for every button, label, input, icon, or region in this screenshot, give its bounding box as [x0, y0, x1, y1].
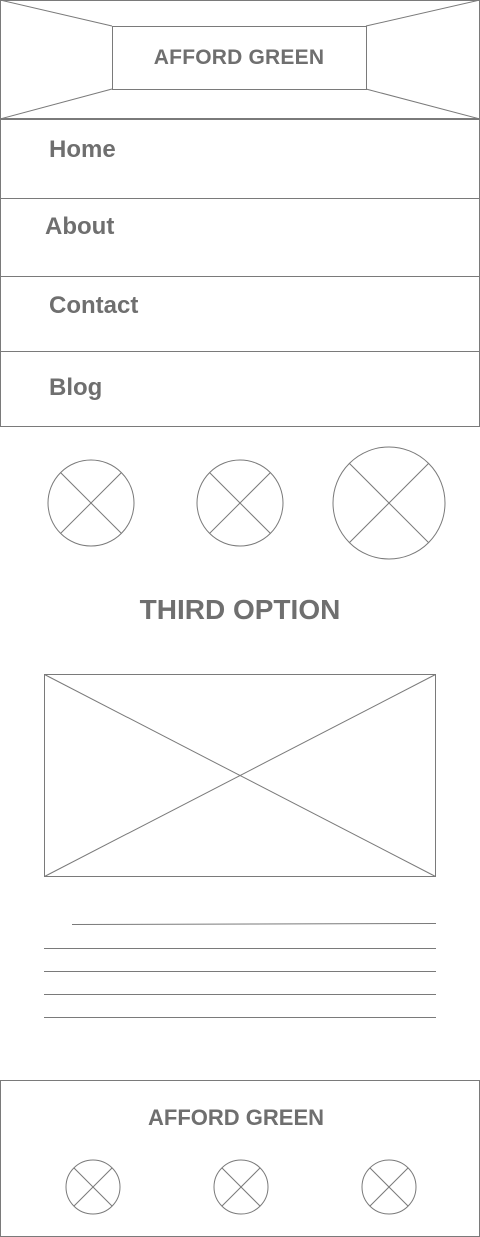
footer-social-icons [65, 1159, 417, 1215]
feature-icons [47, 446, 446, 560]
footer-icon-2[interactable] [213, 1159, 269, 1215]
feature-icon-3[interactable] [332, 446, 446, 560]
section-title: THIRD OPTION [139, 594, 341, 625]
image-placeholder [44, 674, 436, 877]
footer-icon-1[interactable] [65, 1159, 121, 1215]
feature-icon-2[interactable] [196, 459, 284, 547]
nav-item-about[interactable]: About [0, 198, 480, 277]
site-footer: AFFORD GREEN [0, 1080, 480, 1237]
text-placeholder [44, 923, 437, 1018]
feature-icon-1[interactable] [47, 459, 135, 547]
nav-item-blog[interactable]: Blog [0, 351, 480, 427]
nav-item-label: Blog [49, 374, 103, 401]
footer-icon-3[interactable] [361, 1159, 417, 1215]
header-frame [0, 0, 480, 119]
logo-title[interactable]: AFFORD GREEN [153, 45, 325, 69]
text-line [71, 923, 437, 925]
nav-item-home[interactable]: Home [0, 119, 480, 199]
footer-brand[interactable]: AFFORD GREEN [148, 1105, 324, 1130]
nav-item-label: About [45, 213, 115, 240]
nav-item-label: Home [49, 136, 116, 163]
site-header: AFFORD GREEN [0, 0, 480, 119]
nav-item-label: Contact [49, 292, 139, 319]
nav-item-contact[interactable]: Contact [0, 277, 480, 352]
